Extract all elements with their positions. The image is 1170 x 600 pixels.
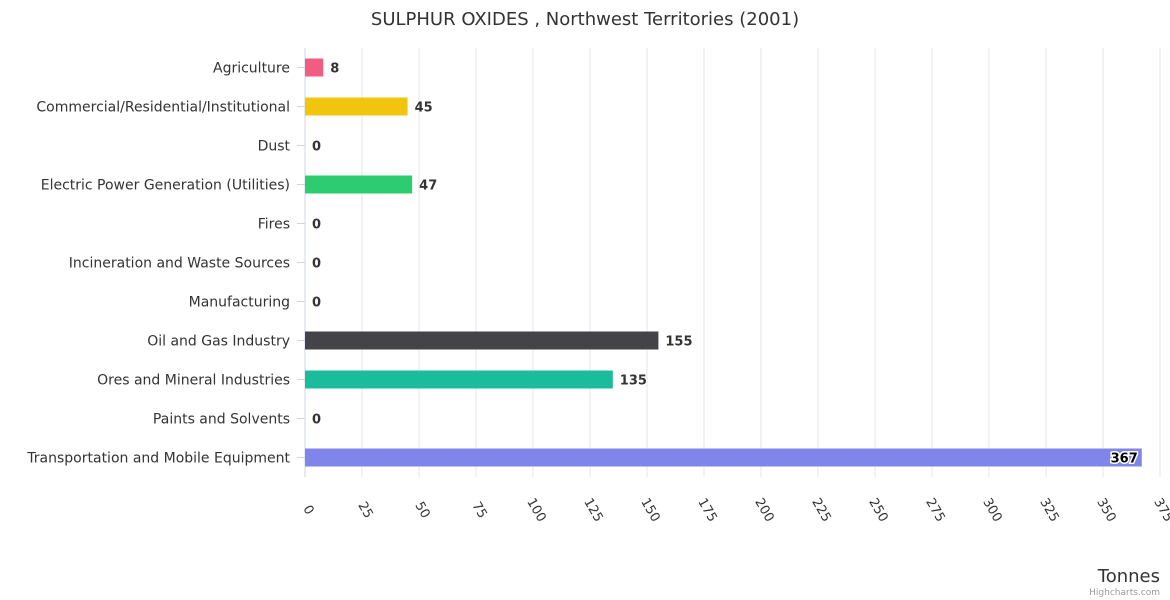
- data-labels: 8 45 0 47 0 0 0 155 135 0 367: [312, 62, 1139, 469]
- category-label: Manufacturing: [189, 295, 290, 311]
- chart-title: SULPHUR OXIDES , Northwest Territories (…: [371, 9, 799, 30]
- category-label: Agriculture: [213, 61, 290, 77]
- category-label: Fires: [258, 217, 290, 233]
- data-label: 0: [312, 257, 321, 272]
- data-label: 367: [1111, 452, 1138, 467]
- data-label: 155: [665, 335, 692, 350]
- bar[interactable]: [305, 175, 413, 194]
- category-label: Ores and Mineral Industries: [97, 373, 290, 389]
- bar[interactable]: [305, 448, 1142, 467]
- credits-link[interactable]: Highcharts.com: [1089, 588, 1160, 598]
- category-label: Dust: [258, 139, 291, 155]
- data-label: 47: [419, 179, 437, 194]
- x-tick-label: 25: [354, 499, 375, 521]
- bars: [305, 58, 1142, 467]
- x-axis-title: Tonnes: [1097, 566, 1160, 587]
- data-label: 0: [312, 218, 321, 233]
- category-label: Commercial/Residential/Institutional: [36, 100, 290, 116]
- category-label: Transportation and Mobile Equipment: [26, 451, 290, 467]
- bar[interactable]: [305, 331, 659, 350]
- data-label: 8: [330, 62, 339, 77]
- bar[interactable]: [305, 58, 324, 77]
- data-label: 45: [415, 101, 433, 116]
- category-label: Oil and Gas Industry: [147, 334, 290, 350]
- data-label: 135: [620, 374, 647, 389]
- category-labels: Agriculture Commercial/Residential/Instit…: [26, 61, 290, 467]
- category-label: Incineration and Waste Sources: [69, 256, 290, 272]
- bar[interactable]: [305, 370, 613, 389]
- x-tick-label: 50: [411, 499, 432, 521]
- data-label: 0: [312, 296, 321, 311]
- data-label: 0: [312, 413, 321, 428]
- category-label: Paints and Solvents: [153, 412, 290, 428]
- bar[interactable]: [305, 97, 408, 116]
- data-label: 0: [312, 140, 321, 155]
- category-label: Electric Power Generation (Utilities): [41, 178, 290, 194]
- gridlines: [297, 48, 1161, 477]
- x-tick-label: 75: [468, 499, 489, 521]
